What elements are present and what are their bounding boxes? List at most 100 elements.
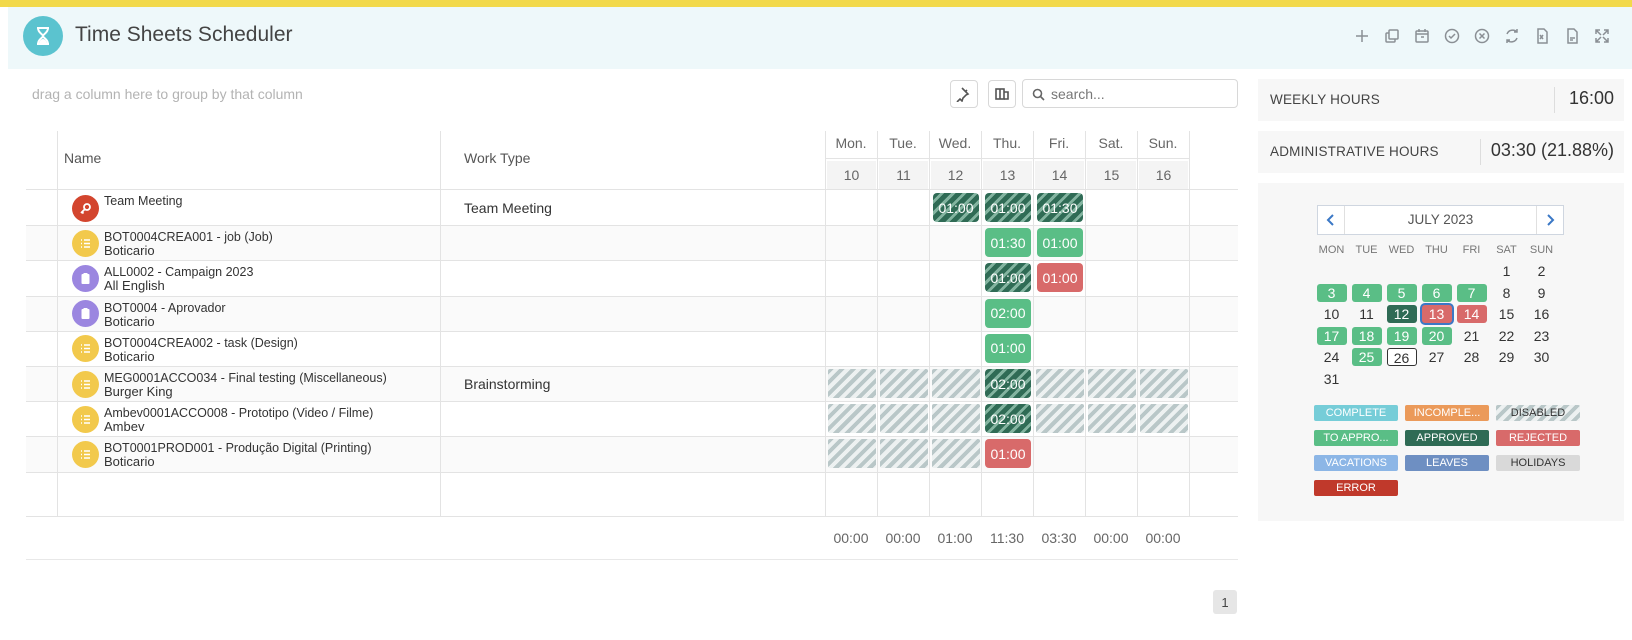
calendar-day[interactable]: 15 <box>1498 306 1515 323</box>
day-cell[interactable] <box>880 369 928 399</box>
day-cell[interactable]: 01:30 <box>985 228 1031 258</box>
day-cell[interactable] <box>1036 369 1084 399</box>
close-circle-icon[interactable] <box>1474 28 1490 44</box>
day-header-name[interactable]: Mon. <box>835 135 867 151</box>
calendar-day[interactable]: 5 <box>1386 283 1417 302</box>
search-input[interactable] <box>1049 84 1229 104</box>
day-cell[interactable] <box>828 439 876 469</box>
day-cell[interactable]: 01:00 <box>1037 228 1083 258</box>
calendar-day[interactable]: 19 <box>1386 326 1417 345</box>
day-header-number[interactable]: 12 <box>931 161 980 189</box>
table-row[interactable]: BOT0004CREA001 - job (Job) Boticario 01:30… <box>26 225 1238 261</box>
day-header-number[interactable]: 14 <box>1035 161 1084 189</box>
table-row[interactable]: BOT0001PROD001 - Produção Digital (Print… <box>26 436 1238 472</box>
calendar-day[interactable]: 24 <box>1323 349 1340 366</box>
day-cell[interactable] <box>828 369 876 399</box>
fullscreen-icon[interactable] <box>1594 28 1610 44</box>
day-header-name[interactable]: Fri. <box>1048 135 1070 151</box>
day-cell[interactable] <box>1036 404 1084 434</box>
check-circle-icon[interactable] <box>1444 28 1460 44</box>
calendar-day[interactable]: 8 <box>1502 284 1511 301</box>
calendar-day[interactable]: 29 <box>1498 349 1515 366</box>
day-cell[interactable] <box>932 439 980 469</box>
calendar-day[interactable]: 13 <box>1421 305 1452 324</box>
column-header-name[interactable]: Name <box>64 150 102 166</box>
day-header-number[interactable]: 10 <box>827 161 876 189</box>
calendar-day[interactable]: 27 <box>1428 349 1445 366</box>
day-header-name[interactable]: Thu. <box>992 135 1021 151</box>
calendar-day[interactable]: 2 <box>1537 263 1546 279</box>
day-cell[interactable] <box>1140 369 1188 399</box>
day-header-name[interactable]: Tue. <box>889 135 917 151</box>
day-cell[interactable]: 01:00 <box>985 333 1031 363</box>
calendar-day[interactable]: 20 <box>1421 326 1452 345</box>
calendar-day[interactable]: 4 <box>1351 283 1382 302</box>
pin-column-button[interactable] <box>950 80 978 108</box>
day-header-number[interactable]: 13 <box>983 161 1032 189</box>
day-cell[interactable] <box>1088 404 1136 434</box>
calendar-day[interactable]: 7 <box>1456 283 1487 302</box>
day-header-number[interactable]: 15 <box>1087 161 1136 189</box>
plus-icon[interactable] <box>1354 28 1370 44</box>
calendar-day[interactable]: 17 <box>1316 326 1347 345</box>
calendar-day[interactable]: 31 <box>1323 371 1340 387</box>
calendar-day[interactable]: 3 <box>1316 283 1347 302</box>
day-cell[interactable]: 01:00 <box>985 263 1031 293</box>
day-cell[interactable] <box>932 404 980 434</box>
calendar-icon[interactable] <box>1414 28 1430 44</box>
calendar-day[interactable]: 12 <box>1386 305 1417 324</box>
calendar-day[interactable]: 28 <box>1463 349 1480 366</box>
calendar-day[interactable]: 21 <box>1463 327 1480 344</box>
table-row[interactable]: MEG0001ACCO034 - Final testing (Miscella… <box>26 366 1238 402</box>
next-month-button[interactable] <box>1537 206 1563 234</box>
day-cell[interactable]: 02:00 <box>985 298 1031 328</box>
refresh-icon[interactable] <box>1504 28 1520 44</box>
calendar-day[interactable]: 9 <box>1537 284 1546 301</box>
table-row[interactable]: BOT0004 - Aprovador Boticario 02:00 <box>26 295 1238 331</box>
day-cell[interactable]: 01:00 <box>1037 263 1083 293</box>
table-row[interactable]: Team Meeting Team Meeting 01:00 01:00 01:30 <box>26 190 1238 225</box>
column-header-work-type[interactable]: Work Type <box>464 150 531 166</box>
day-header-name[interactable]: Wed. <box>938 135 972 151</box>
calendar-day[interactable]: 14 <box>1456 305 1487 324</box>
page-button[interactable]: 1 <box>1213 590 1237 614</box>
copy-icon[interactable] <box>1384 28 1400 44</box>
calendar-day[interactable]: 22 <box>1498 327 1515 344</box>
day-header-number[interactable]: 16 <box>1139 161 1188 189</box>
group-by-hint[interactable]: drag a column here to group by that colu… <box>32 86 303 102</box>
day-cell[interactable] <box>880 439 928 469</box>
day-cell[interactable] <box>932 369 980 399</box>
day-cell[interactable]: 01:00 <box>985 439 1031 469</box>
day-cell[interactable]: 02:00 <box>985 404 1031 434</box>
calendar-day[interactable]: 11 <box>1359 306 1374 323</box>
calendar-day[interactable]: 16 <box>1533 306 1550 323</box>
pdf-file-icon[interactable] <box>1564 28 1580 44</box>
day-header-name[interactable]: Sat. <box>1098 135 1124 151</box>
calendar-day[interactable]: 18 <box>1351 326 1382 345</box>
day-cell[interactable]: 02:00 <box>985 369 1031 399</box>
day-cell[interactable] <box>1140 404 1188 434</box>
day-cell[interactable] <box>880 404 928 434</box>
day-cell[interactable] <box>828 404 876 434</box>
calendar-day[interactable]: 6 <box>1421 283 1452 302</box>
calendar-day[interactable]: 10 <box>1323 306 1340 323</box>
calendar-month-label[interactable]: JULY 2023 <box>1344 206 1537 234</box>
day-header-name[interactable]: Sun. <box>1148 135 1178 151</box>
day-cell[interactable] <box>1088 369 1136 399</box>
day-cell[interactable]: 01:00 <box>985 193 1031 223</box>
day-cell[interactable]: 01:00 <box>933 193 979 223</box>
excel-file-icon[interactable] <box>1534 28 1550 44</box>
table-row[interactable]: ALL0002 - Campaign 2023 All English 01:00 0… <box>26 260 1238 295</box>
day-header-number[interactable]: 11 <box>879 161 928 189</box>
search-field[interactable] <box>1022 79 1238 108</box>
day-cell[interactable]: 01:30 <box>1037 193 1083 223</box>
calendar-day[interactable]: 1 <box>1502 263 1511 279</box>
prev-month-button[interactable] <box>1318 206 1344 234</box>
table-row[interactable]: Ambev0001ACCO008 - Prototipo (Video / Fi… <box>26 401 1238 436</box>
calendar-day[interactable]: 23 <box>1533 327 1550 344</box>
table-row[interactable]: BOT0004CREA002 - task (Design) Boticario 0… <box>26 331 1238 366</box>
calendar-day[interactable]: 30 <box>1533 349 1550 366</box>
calendar-day[interactable]: 26 <box>1386 348 1417 367</box>
column-chooser-button[interactable] <box>988 80 1016 108</box>
calendar-day[interactable]: 25 <box>1351 348 1382 367</box>
